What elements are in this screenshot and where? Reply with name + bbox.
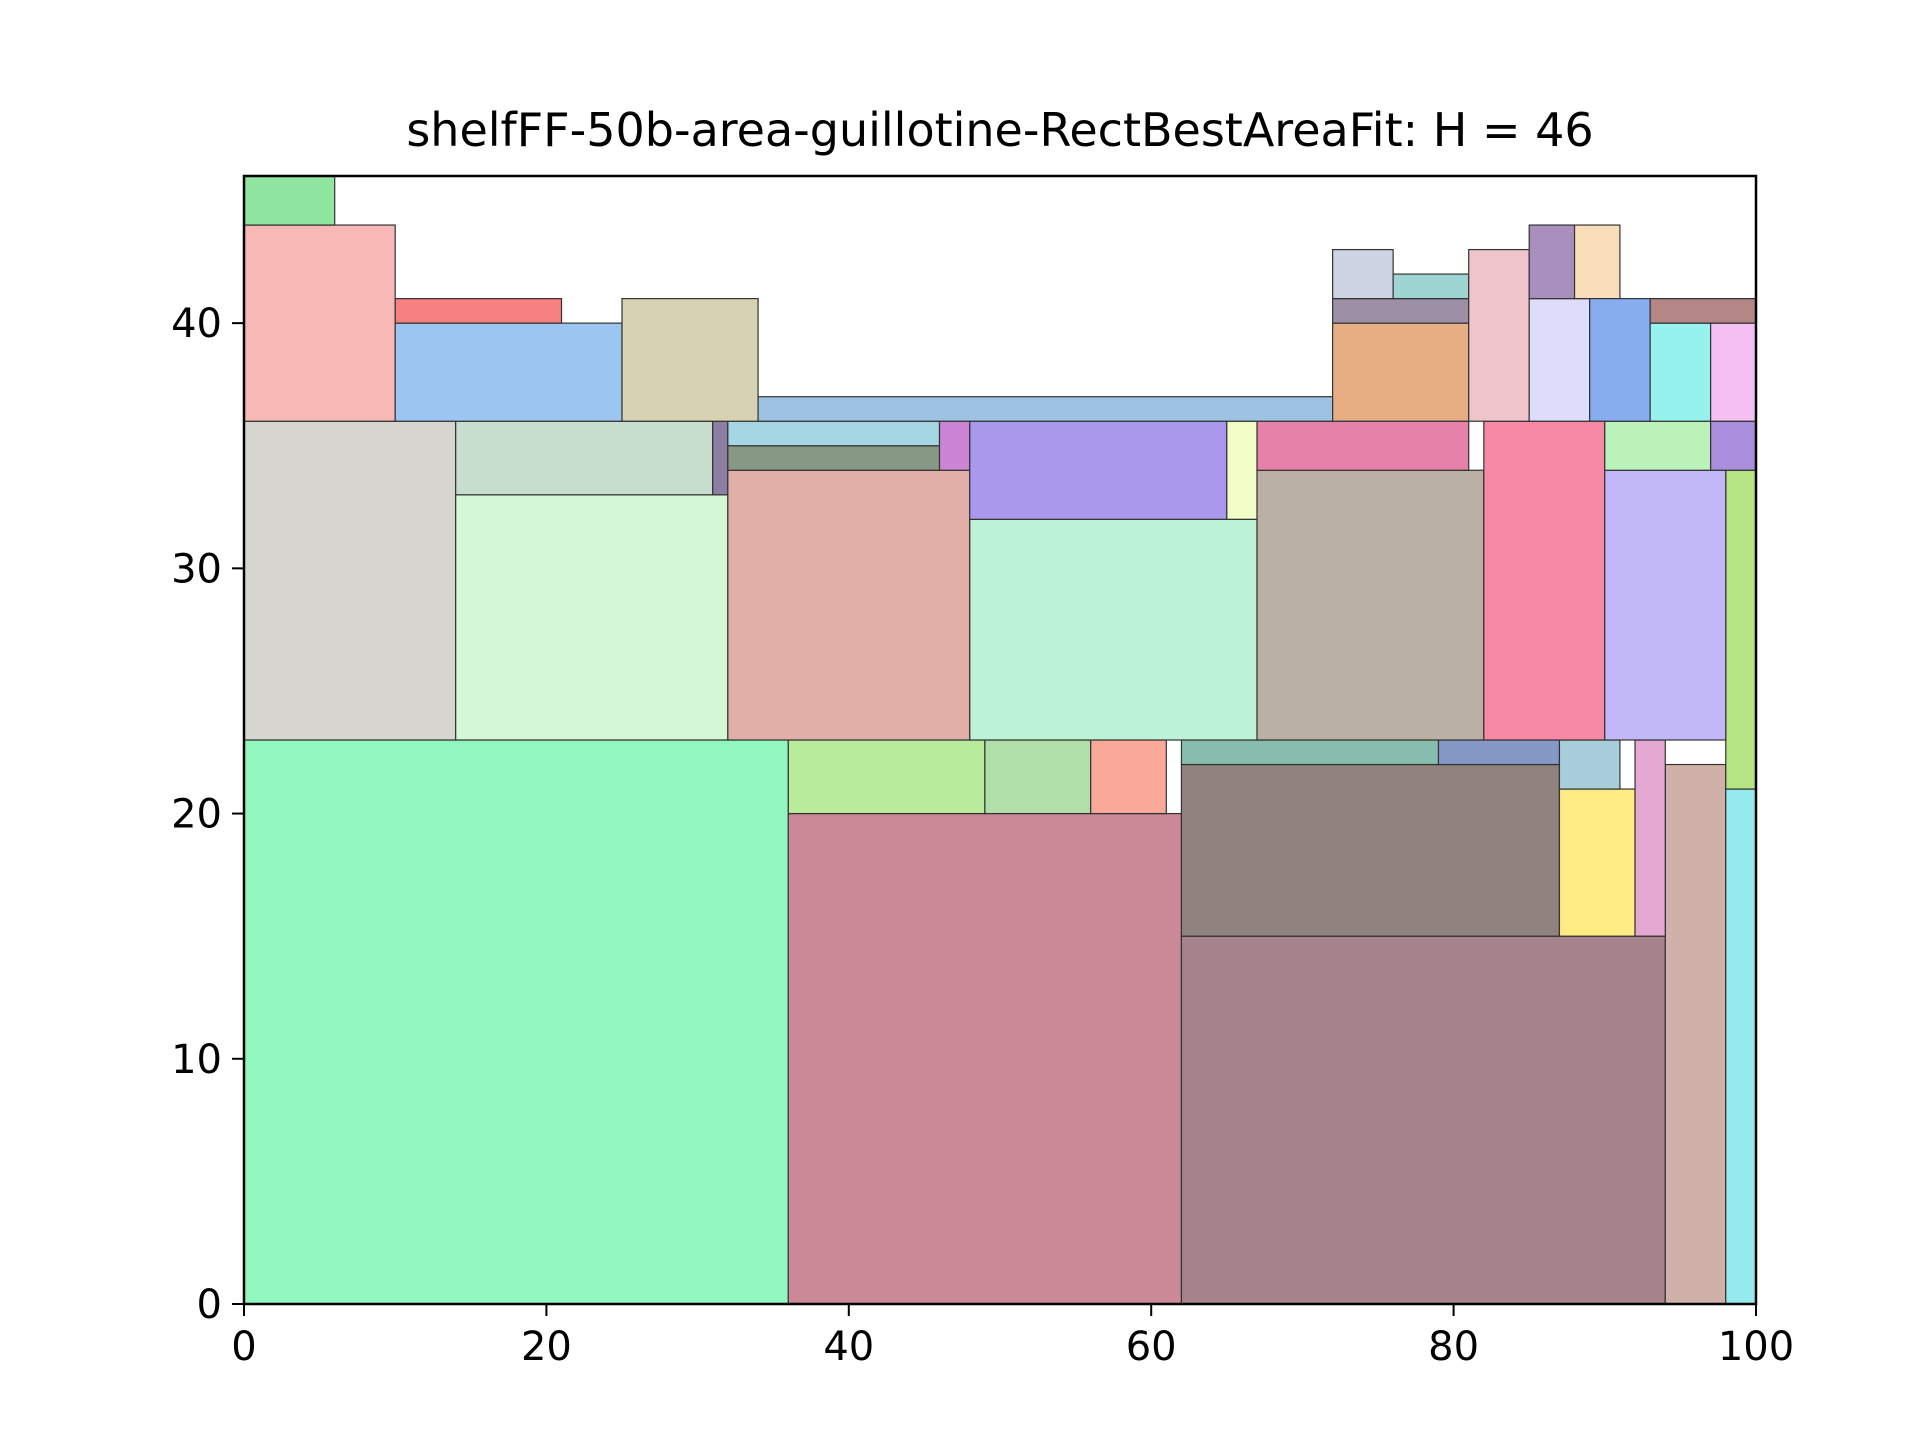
packed-rect-3 — [1180, 935, 1666, 1305]
packed-rect-12 — [1090, 739, 1167, 815]
plot-frame — [242, 174, 1758, 1306]
packed-rect-40 — [1332, 298, 1470, 324]
packed-rect-39 — [1332, 322, 1470, 422]
packed-rect-18 — [455, 420, 714, 496]
packed-rect-27 — [1256, 469, 1485, 741]
packed-rect-23 — [938, 420, 971, 471]
packed-rect-25 — [969, 420, 1228, 520]
y-tick-label: 10 — [171, 1037, 222, 1083]
packed-rect-14 — [1437, 739, 1561, 766]
packed-rect-19 — [712, 420, 729, 496]
packed-rect-38 — [757, 396, 1334, 422]
x-tick-label: 20 — [521, 1324, 572, 1370]
packed-rect-8 — [1558, 788, 1636, 937]
packed-rect-34 — [243, 175, 336, 226]
packed-rect-44 — [1528, 298, 1591, 422]
packed-rect-48 — [1649, 322, 1712, 422]
packed-rect-13 — [1180, 739, 1440, 766]
packed-rect-4 — [1664, 763, 1727, 1305]
packed-rect-41 — [1332, 248, 1394, 300]
packed-rect-16 — [243, 420, 457, 741]
packed-rect-30 — [1604, 469, 1727, 741]
rectangles-layer — [243, 175, 1757, 1305]
packed-rect-42 — [1392, 273, 1470, 300]
packed-rect-6 — [1725, 469, 1757, 790]
y-tick-label: 40 — [171, 301, 222, 347]
packed-rect-45 — [1528, 224, 1576, 300]
packed-rect-29 — [1483, 420, 1606, 741]
packed-rect-10 — [787, 739, 986, 815]
packed-rect-33 — [243, 224, 396, 422]
packed-rect-28 — [1256, 420, 1470, 471]
x-tick-label: 40 — [823, 1324, 874, 1370]
packed-rect-2 — [787, 812, 1183, 1305]
packed-rect-50 — [1649, 298, 1757, 324]
y-tick-label: 0 — [197, 1282, 222, 1328]
packed-rect-20 — [727, 469, 971, 741]
packed-rect-35 — [394, 322, 623, 422]
packed-rect-5 — [1725, 788, 1757, 1305]
packed-rect-24 — [969, 518, 1258, 741]
packed-rect-9 — [1634, 739, 1666, 937]
packed-rect-32 — [1710, 420, 1757, 471]
x-tick-label: 60 — [1126, 1324, 1177, 1370]
packed-rect-26 — [1226, 420, 1258, 520]
chart-title: shelfFF-50b-area-guillotine-RectBestArea… — [406, 103, 1593, 157]
x-tick-label: 0 — [231, 1324, 256, 1370]
packed-rect-47 — [1589, 298, 1651, 422]
x-tick-label: 80 — [1428, 1324, 1479, 1370]
y-tick-label: 20 — [171, 792, 222, 838]
packed-rect-43 — [1468, 248, 1530, 422]
packed-rect-31 — [1604, 420, 1712, 471]
packed-rect-37 — [621, 298, 759, 422]
packed-rect-7 — [1180, 763, 1561, 937]
y-tick-label: 30 — [171, 546, 222, 592]
packed-rect-11 — [984, 739, 1092, 815]
packed-rect-46 — [1573, 224, 1621, 300]
packed-rect-1 — [243, 739, 789, 1305]
packed-rect-22 — [727, 420, 941, 447]
packed-rect-36 — [394, 298, 563, 324]
packed-rect-15 — [1558, 739, 1621, 790]
packed-rect-49 — [1710, 322, 1757, 422]
packed-rect-21 — [727, 445, 941, 471]
x-tick-label: 100 — [1718, 1324, 1794, 1370]
ticks-layer: 0 20 40 60 80 100 0 10 20 30 40 — [171, 301, 1794, 1370]
packed-rect-17 — [455, 494, 729, 741]
